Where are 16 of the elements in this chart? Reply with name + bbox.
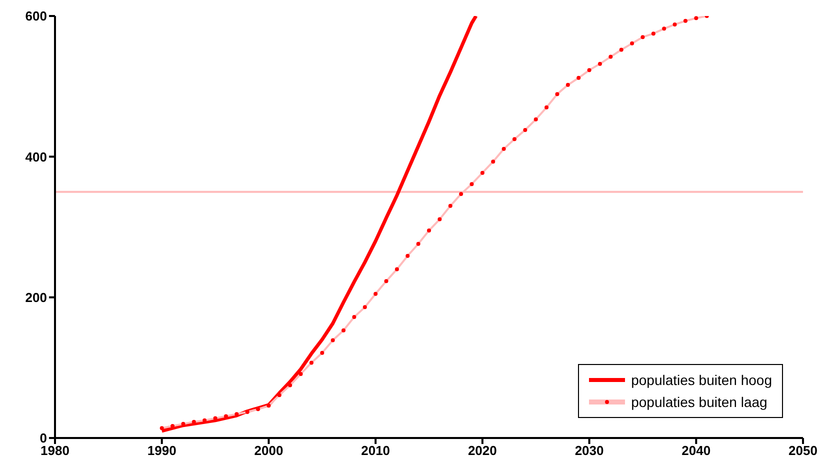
- x-tick-label: 2020: [468, 443, 497, 458]
- x-tick-label: 2000: [254, 443, 284, 458]
- x-tick-label: 2040: [682, 443, 711, 458]
- x-tick-label: 2010: [361, 443, 390, 458]
- legend-label: populaties buiten laag: [631, 394, 768, 410]
- y-tick-label: 600: [25, 8, 47, 24]
- point: [266, 404, 271, 408]
- y-tick-label: 400: [25, 149, 47, 164]
- x-tick-label: 1980: [40, 443, 70, 458]
- legend-label: populaties buiten hoog: [631, 372, 772, 388]
- line-series: [160, 16, 478, 433]
- x-tick-label: 2030: [574, 443, 604, 458]
- x-tick-label: 1990: [147, 443, 176, 458]
- y-tick-label: 0: [40, 430, 47, 446]
- x-tick-label: 2050: [788, 443, 818, 458]
- y-tick-label: 200: [25, 290, 47, 305]
